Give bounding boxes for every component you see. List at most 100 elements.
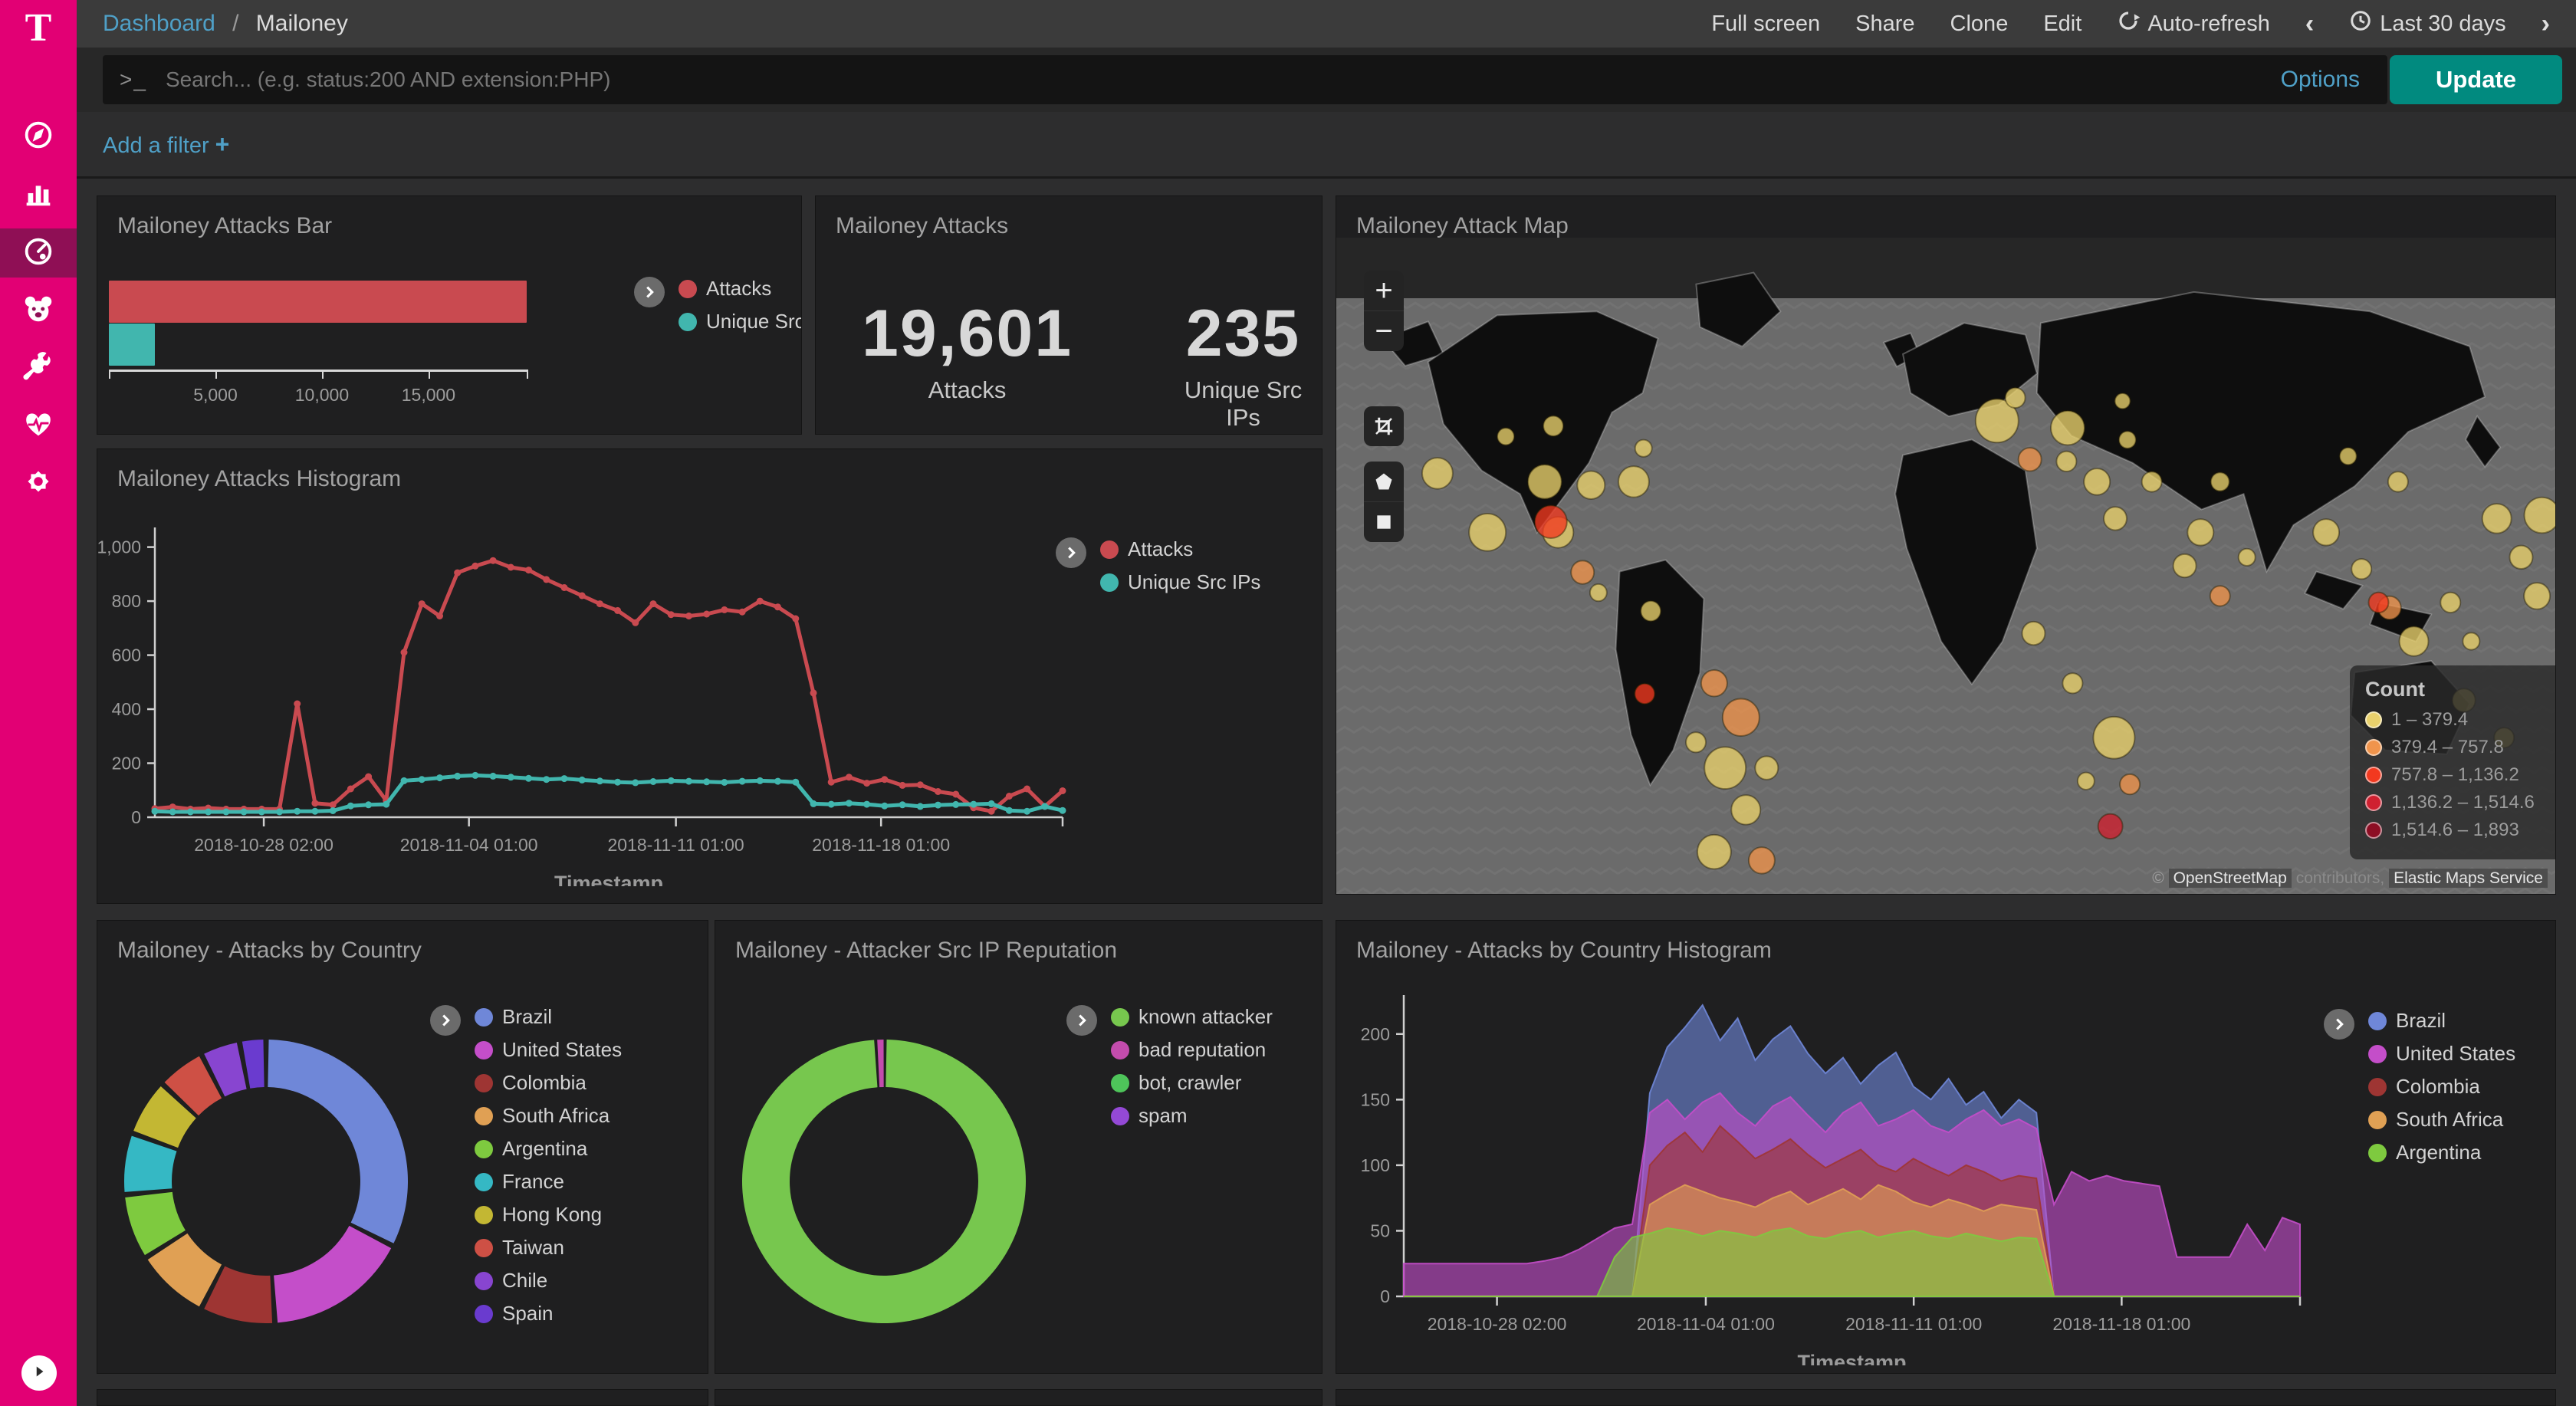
legend-item[interactable]: bot, crawler xyxy=(1111,1071,1273,1095)
legend-item[interactable]: Colombia xyxy=(2368,1075,2515,1099)
panel-title: Mailoney Attacks Histogram xyxy=(117,466,402,491)
donut-slice-Brazil[interactable] xyxy=(268,1040,408,1243)
add-filter-link[interactable]: Add a filter + xyxy=(103,130,230,158)
donut-slice-Argentina[interactable] xyxy=(125,1191,186,1256)
donut-slice-France[interactable] xyxy=(124,1135,177,1192)
legend-swatch xyxy=(475,1139,493,1158)
donut-slice-known attacker[interactable] xyxy=(742,1040,1026,1323)
legend-item[interactable]: Spain xyxy=(475,1302,622,1326)
auto-refresh-button[interactable]: Auto-refresh xyxy=(2117,9,2270,38)
map-controls: + − xyxy=(1364,271,1404,542)
map-zoom-out-button[interactable]: − xyxy=(1364,310,1404,351)
legend-item[interactable]: Argentina xyxy=(475,1137,622,1161)
map-draw-rectangle-button[interactable] xyxy=(1364,501,1404,542)
collapse-nav-button[interactable] xyxy=(21,1355,57,1391)
legend-item[interactable]: South Africa xyxy=(475,1104,622,1128)
donut-slice-Colombia[interactable] xyxy=(204,1266,273,1323)
legend-label: Argentina xyxy=(502,1137,588,1160)
legend-expand-icon[interactable] xyxy=(634,277,665,307)
legend-item[interactable]: Colombia xyxy=(475,1071,622,1095)
legend-item[interactable]: Hong Kong xyxy=(475,1203,622,1227)
metric-attacks: 19,601 Attacks xyxy=(862,296,1073,432)
legend-item[interactable]: United States xyxy=(2368,1042,2515,1066)
breadcrumb-dashboard-link[interactable]: Dashboard xyxy=(103,11,215,36)
compass-icon xyxy=(21,117,56,156)
svg-text:200: 200 xyxy=(1361,1024,1390,1044)
legend-item[interactable]: bad reputation xyxy=(1111,1038,1273,1062)
legend-item[interactable]: Argentina xyxy=(2368,1141,2515,1165)
svg-text:2018-10-28 02:00: 2018-10-28 02:00 xyxy=(194,835,334,855)
attacks-bar-chart: 5,000 10,000 15,000 xyxy=(109,273,538,405)
legend-expand-icon[interactable] xyxy=(2324,1009,2354,1040)
legend-item[interactable]: Unique Src IPs xyxy=(1100,570,1260,594)
panel-title: Mailoney Attacks xyxy=(836,213,1009,238)
legend-swatch xyxy=(475,1238,493,1257)
panel-attacks-by-country: Mailoney - Attacks by Country Brazil Unit… xyxy=(97,920,708,1374)
share-button[interactable]: Share xyxy=(1855,11,1915,36)
legend-item[interactable]: Chile xyxy=(475,1269,622,1293)
sidebar-item-management[interactable] xyxy=(0,458,77,508)
metric-label: Unique Src IPs xyxy=(1184,376,1303,431)
bar-Attacks[interactable] xyxy=(109,281,527,323)
donut-slice-Spain[interactable] xyxy=(242,1040,264,1089)
legend-item[interactable]: Brazil xyxy=(2368,1009,2515,1033)
bar-Unique Src IPs[interactable] xyxy=(109,324,155,366)
map-legend-item: 379.4 – 757.8 xyxy=(2365,737,2540,758)
map-legend-swatch xyxy=(2365,767,2382,783)
search-input[interactable] xyxy=(163,67,2387,93)
legend-item[interactable]: Attacks xyxy=(678,277,801,301)
clone-button[interactable]: Clone xyxy=(1950,11,2009,36)
time-back-button[interactable]: ‹ xyxy=(2305,8,2315,38)
legend-label: United States xyxy=(2396,1042,2516,1065)
osm-link[interactable]: OpenStreetMap xyxy=(2168,869,2292,888)
legend-item[interactable]: South Africa xyxy=(2368,1108,2515,1132)
map-zoom-in-button[interactable]: + xyxy=(1364,271,1404,310)
sidebar-item-visualize[interactable] xyxy=(0,169,77,218)
sidebar-item-dashboard[interactable] xyxy=(0,228,77,278)
donut-slice-Taiwan[interactable] xyxy=(164,1056,222,1116)
reputation-legend: known attacker bad reputation bot, crawler… xyxy=(1066,1005,1273,1137)
legend-swatch xyxy=(1111,1073,1129,1092)
donut-slice-Chile[interactable] xyxy=(204,1042,247,1097)
legend-item[interactable]: France xyxy=(475,1170,622,1194)
legend-label: Unique Src IPs xyxy=(706,310,802,333)
ems-link[interactable]: Elastic Maps Service xyxy=(2389,869,2548,888)
legend-item[interactable]: Taiwan xyxy=(475,1236,622,1260)
legend-expand-icon[interactable] xyxy=(1056,537,1086,568)
sidebar-item-discover[interactable] xyxy=(0,112,77,161)
time-forward-button[interactable]: › xyxy=(2541,8,2550,38)
time-range-picker[interactable]: Last 30 days xyxy=(2349,9,2506,38)
legend-item[interactable]: spam xyxy=(1111,1104,1273,1128)
legend-item[interactable]: United States xyxy=(475,1038,622,1062)
country-legend: Brazil United States Colombia South Africa A… xyxy=(430,1005,622,1335)
options-link[interactable]: Options xyxy=(2280,67,2360,92)
legend-item[interactable]: Brazil xyxy=(475,1005,622,1029)
sidebar-item-timelion[interactable] xyxy=(0,286,77,335)
legend-item[interactable]: Attacks xyxy=(1100,537,1260,561)
donut-slice-South Africa[interactable] xyxy=(147,1233,222,1307)
donut-slice-United States[interactable] xyxy=(274,1225,392,1323)
legend-item[interactable]: Unique Src IPs xyxy=(678,310,802,333)
legend-swatch xyxy=(678,312,697,331)
breadcrumb: Dashboard / Mailoney xyxy=(103,11,348,37)
legend-expand-icon[interactable] xyxy=(1066,1005,1097,1036)
legend-swatch xyxy=(475,1007,493,1027)
map-fit-bounds-button[interactable] xyxy=(1364,406,1404,446)
donut-slice-Hong Kong[interactable] xyxy=(133,1086,196,1148)
sidebar-item-dev-tools[interactable] xyxy=(0,343,77,393)
update-button[interactable]: Update xyxy=(2390,55,2562,104)
attack-bubbles xyxy=(1421,386,2555,875)
filter-bar: Add a filter + xyxy=(77,112,2576,179)
legend-item[interactable]: known attacker xyxy=(1111,1005,1273,1029)
plus-icon: + xyxy=(215,130,230,158)
full-screen-button[interactable]: Full screen xyxy=(1711,11,1821,36)
legend-expand-icon[interactable] xyxy=(430,1005,461,1036)
map-draw-polygon-button[interactable] xyxy=(1364,462,1404,501)
world-map[interactable]: + − Count 1 – 379.4 379.4 xyxy=(1336,238,2555,894)
edit-button[interactable]: Edit xyxy=(2043,11,2082,36)
sidebar-item-monitoring[interactable] xyxy=(0,401,77,450)
legend-label: Chile xyxy=(502,1269,548,1292)
map-legend-title: Count xyxy=(2365,678,2425,701)
gear-icon xyxy=(21,464,56,503)
donut-slice-bad reputation[interactable] xyxy=(877,1040,884,1088)
